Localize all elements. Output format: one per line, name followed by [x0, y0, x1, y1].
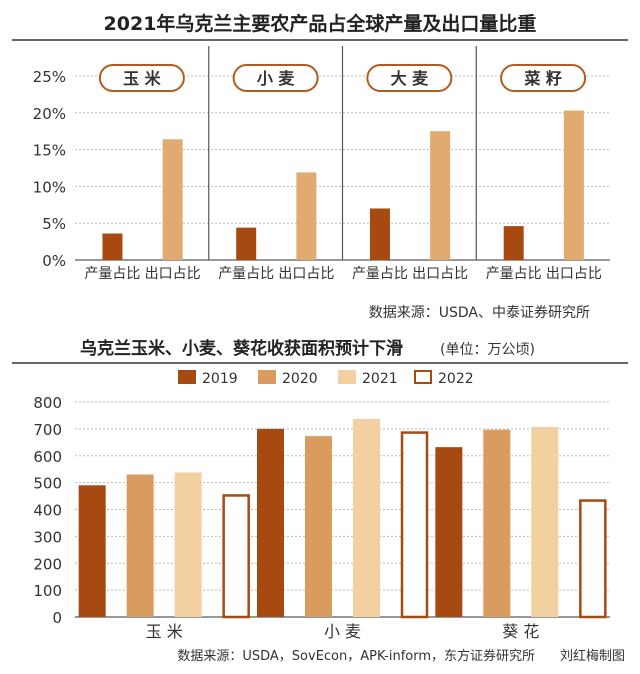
bar-2022 — [222, 494, 250, 619]
chart-title: 2021年乌克兰主要农产品占全球产量及出口量比重 — [104, 12, 537, 35]
bar-2020 — [483, 429, 511, 617]
group-label-pill — [232, 64, 319, 92]
legend-label: 2021 — [362, 371, 398, 387]
group-label-pill — [500, 64, 587, 92]
x-category-label: 产量占比 — [84, 266, 140, 282]
x-category-label: 葵 花 — [502, 622, 539, 641]
bar-2020 — [305, 436, 332, 617]
bar-2022 — [579, 499, 607, 619]
y-tick-label: 0 — [52, 609, 62, 627]
group-label-pill — [366, 64, 453, 92]
x-category-label: 出口占比 — [412, 266, 468, 282]
x-category-label: 小 麦 — [324, 622, 361, 641]
bar-2021 — [531, 426, 559, 617]
legend-swatch-2021 — [338, 370, 356, 384]
credit-note: 刘红梅制图 — [560, 648, 625, 664]
x-category-label: 出口占比 — [546, 266, 602, 282]
source-note: 数据来源：USDA、中泰证券研究所 — [369, 305, 590, 321]
bar-2021 — [353, 418, 380, 617]
x-category-label: 出口占比 — [145, 266, 201, 282]
y-tick-label: 800 — [33, 394, 62, 412]
bar-2019 — [257, 428, 284, 617]
y-tick-label: 10% — [33, 178, 66, 196]
y-tick-label: 100 — [33, 582, 62, 600]
bar-production-share — [503, 226, 524, 260]
y-tick-label: 25% — [33, 68, 66, 86]
y-tick-label: 20% — [33, 105, 66, 123]
y-tick-label: 200 — [33, 555, 62, 573]
bar-2019 — [78, 485, 106, 617]
bar-2020 — [126, 474, 154, 617]
legend-swatch-2022 — [414, 370, 432, 384]
chart-harvest-area: 乌克兰玉米、小麦、葵花收获面积预计下滑 (单位：万公顷) 2019 2020 2021 2… — [12, 338, 628, 664]
bar-export-share — [430, 131, 451, 260]
legend-swatch-2019 — [178, 370, 196, 384]
x-category-label: 出口占比 — [278, 266, 334, 282]
bar-export-share — [296, 172, 317, 260]
x-category-label: 产量占比 — [218, 266, 274, 282]
bar-2022 — [400, 431, 429, 619]
legend-label: 2020 — [282, 371, 318, 387]
chart-production-export-share: 2021年乌克兰主要农产品占全球产量及出口量比重 0% 5% 10% 15% 20% 25%… — [12, 12, 628, 321]
x-category-label: 玉 米 — [146, 622, 183, 641]
y-tick-label: 0% — [42, 252, 66, 270]
bar-2019 — [435, 447, 463, 617]
y-tick-label: 400 — [33, 502, 62, 520]
legend-label: 2019 — [202, 371, 238, 387]
bar-production-share — [369, 208, 390, 260]
legend-label: 2022 — [438, 371, 474, 387]
group-label-pill — [98, 64, 185, 92]
x-category-label: 产量占比 — [352, 266, 408, 282]
group-label: 玉 米 — [123, 69, 162, 88]
chart-title: 乌克兰玉米、小麦、葵花收获面积预计下滑 — [80, 338, 403, 359]
group-label: 大 麦 — [391, 69, 430, 88]
y-tick-label: 700 — [33, 421, 62, 439]
y-tick-label: 300 — [33, 528, 62, 546]
legend-swatch-2020 — [258, 370, 276, 384]
bar-production-share — [236, 227, 257, 260]
y-tick-label: 500 — [33, 475, 62, 493]
y-tick-label: 600 — [33, 448, 62, 466]
group-label: 菜 籽 — [523, 69, 562, 88]
bar-export-share — [162, 139, 183, 260]
y-tick-label: 15% — [33, 142, 66, 160]
bar-production-share — [102, 233, 123, 260]
source-note: 数据来源：USDA，SovEcon，APK-inform，东方证券研究所 — [177, 648, 535, 664]
bar-export-share — [563, 110, 584, 260]
y-tick-label: 5% — [42, 215, 66, 233]
x-category-label: 产量占比 — [486, 266, 542, 282]
bar-2021 — [174, 472, 202, 617]
group-label: 小 麦 — [257, 69, 296, 88]
unit-label: (单位：万公顷) — [440, 342, 535, 358]
